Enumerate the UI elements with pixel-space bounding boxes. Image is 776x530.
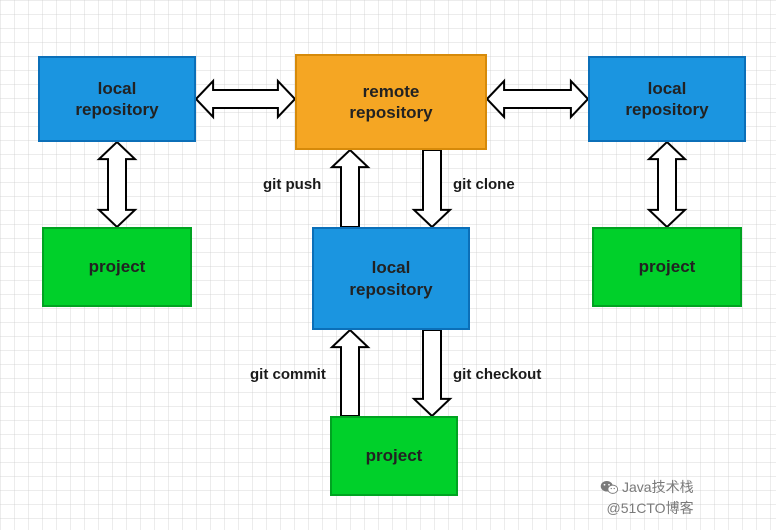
edge-label-0: git push (263, 176, 321, 193)
watermark-line2: @51CTO博客 (600, 499, 694, 517)
watermark: Java技术栈 @51CTO博客 (600, 478, 694, 517)
edge-label-1: git clone (453, 176, 515, 193)
edge-label-2: git commit (250, 366, 326, 383)
node-project_bot: project (330, 416, 458, 496)
edge-label-3: git checkout (453, 366, 541, 383)
node-local_left: localrepository (38, 56, 196, 142)
node-remote: remoterepository (295, 54, 487, 150)
node-local_right: localrepository (588, 56, 746, 142)
node-project_right: project (592, 227, 742, 307)
watermark-line1: Java技术栈 (622, 478, 694, 496)
wechat-icon (600, 479, 618, 495)
node-local_center: localrepository (312, 227, 470, 330)
node-project_left: project (42, 227, 192, 307)
